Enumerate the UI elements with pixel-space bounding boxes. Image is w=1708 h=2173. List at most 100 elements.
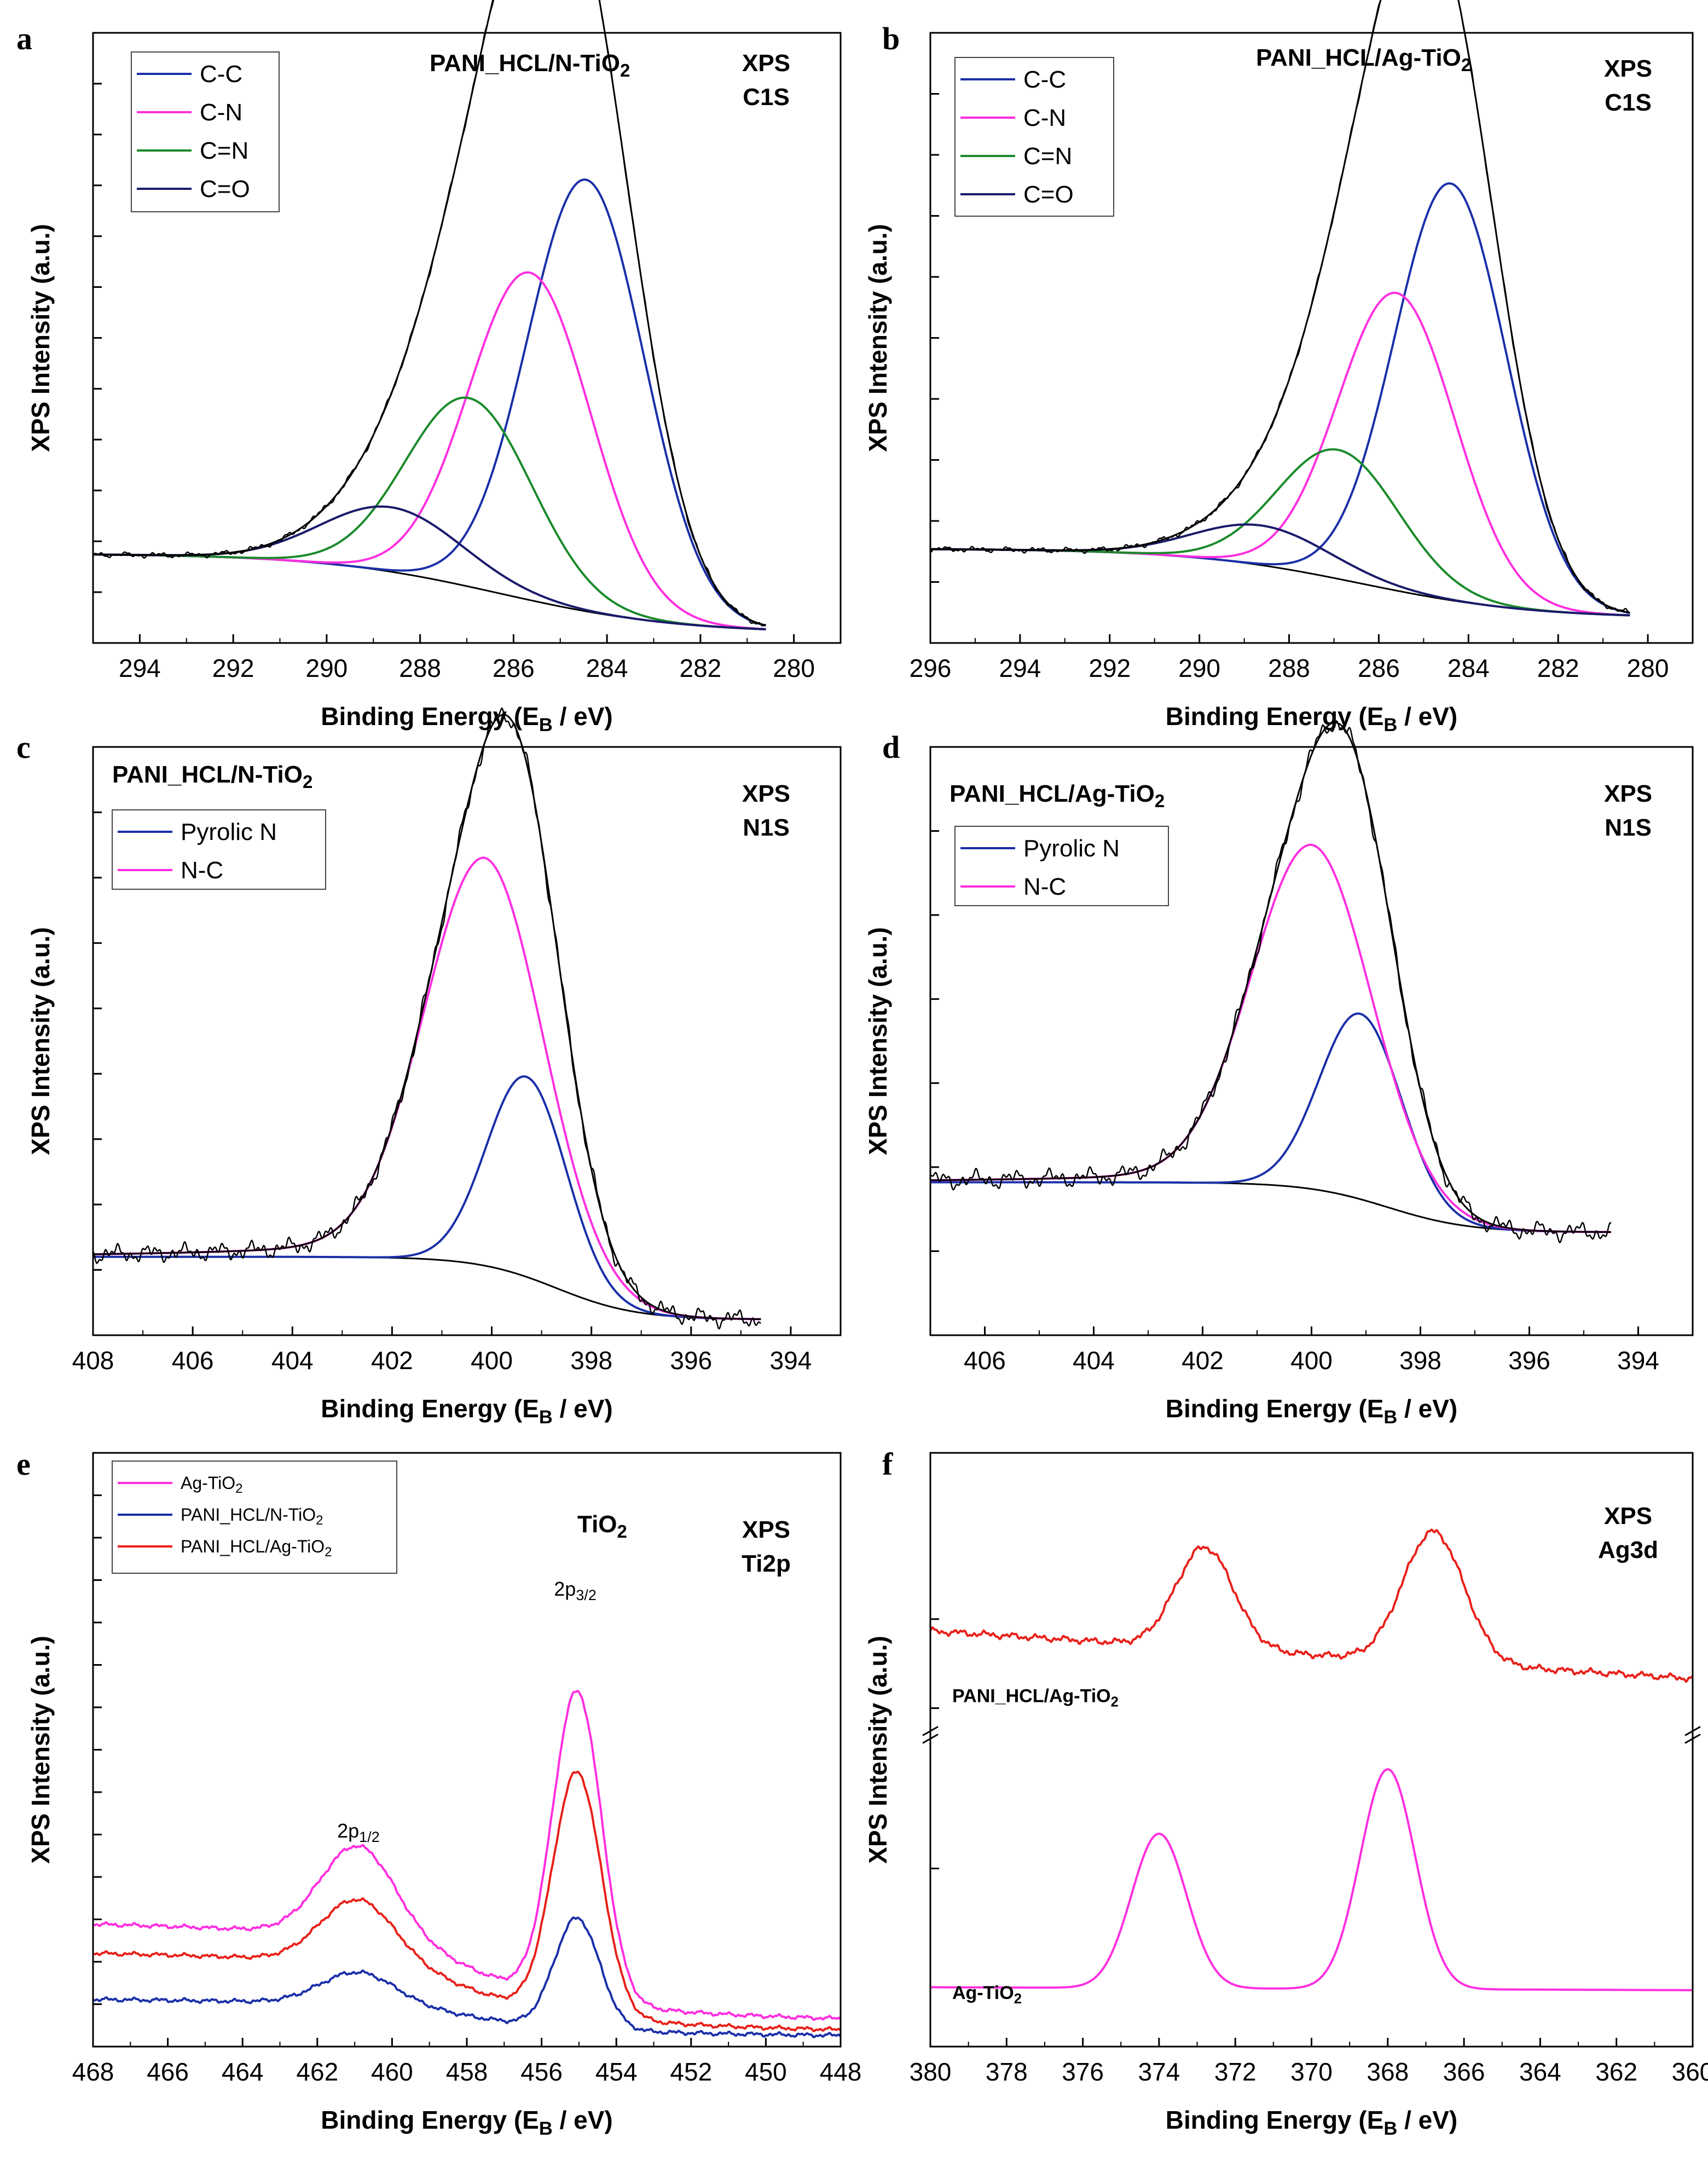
legend-label: Ag-TiO2 [181, 1473, 243, 1496]
series-group [930, 720, 1612, 1243]
y-axis-ticks [930, 1618, 939, 1869]
x-tick-label: 284 [1448, 654, 1490, 682]
x-axis-title: Binding Energy (EB / eV) [1166, 702, 1458, 735]
x-tick-label: 282 [680, 654, 722, 682]
legend-label: C-C [1023, 66, 1066, 93]
y-axis-title: XPS Intensity (a.u.) [864, 224, 892, 452]
series-group [929, 1528, 1694, 1991]
panel-c: 408 406 404 402 400 398 396 394 Binding Energy (… [16, 707, 842, 1428]
series-ag-tio2-line [92, 1690, 842, 2021]
x-tick-label: 394 [1617, 1346, 1659, 1375]
series-pani-hcl-n-tio2-line [92, 1916, 842, 2038]
component-pyrolic-n-line [930, 1012, 1611, 1233]
x-tick-label: 408 [72, 1346, 114, 1375]
y-axis-ticks [93, 811, 102, 1271]
axis-break [922, 1726, 1701, 1744]
x-tick-label: 370 [1290, 2058, 1333, 2086]
x-tick-label: 292 [1089, 654, 1131, 682]
peak-annotation: 2p3/2 [554, 1578, 597, 1603]
component-c-n-line [930, 448, 1630, 617]
y-axis-title: XPS Intensity (a.u.) [26, 224, 55, 452]
plot-frame [92, 746, 842, 1336]
y-axis-title: XPS Intensity (a.u.) [864, 927, 892, 1155]
legend-label: PANI_HCL/N-TiO2 [181, 1505, 323, 1528]
panel-d: 406 404 402 400 398 396 394 Binding Energy (EB … [864, 720, 1694, 1428]
component-c-c-line [93, 178, 766, 627]
x-tick-label: 366 [1443, 2058, 1485, 2086]
x-tick-label: 378 [986, 2058, 1028, 2086]
panel-a: 294 292 290 288 286 284 282 280 Binding Energy (… [16, 0, 842, 735]
legend-box [131, 51, 280, 212]
panel-b: 296 294 292 290 288 286 284 282 280 Binding Energ… [864, 0, 1694, 735]
technique-tag: XPS [1604, 780, 1652, 807]
x-tick-label: 456 [520, 2058, 563, 2086]
x-axis-title: Binding Energy (EB / eV) [321, 1394, 613, 1428]
technique-tag: XPS [742, 50, 790, 77]
x-tick-label: 404 [1073, 1346, 1115, 1375]
x-tick-label: 296 [910, 654, 952, 682]
x-axis-ticks: 294 292 290 288 286 284 282 280 [119, 634, 815, 682]
x-tick-label: 400 [1290, 1346, 1333, 1375]
x-tick-label: 396 [670, 1346, 712, 1375]
x-tick-label: 396 [1508, 1346, 1550, 1375]
y-axis-title: XPS Intensity (a.u.) [864, 1636, 892, 1864]
panel-letter: f [882, 1446, 893, 1482]
x-tick-label: 372 [1214, 2058, 1257, 2086]
series-group [92, 1690, 842, 2038]
panel-e: 2p1/2 2p3/2 468 466 464 462 460 458 456 454 452 450… [16, 1446, 861, 2139]
peak-annotation: 2p1/2 [337, 1819, 380, 1845]
x-tick-label: 460 [371, 2058, 413, 2086]
component-c-o-line [930, 523, 1630, 617]
x-axis-ticks: 296 294 292 290 288 286 284 282 280 [910, 634, 1669, 682]
legend-label: C-N [1023, 105, 1066, 131]
plot-title: PANI_HCL/Ag-TiO2 [1256, 44, 1471, 75]
x-tick-label: 288 [399, 654, 441, 682]
raw-data-line [930, 720, 1612, 1243]
x-tick-label: 468 [72, 2058, 114, 2086]
x-tick-label: 364 [1519, 2058, 1561, 2086]
x-tick-label: 398 [570, 1346, 612, 1375]
x-tick-label: 402 [1182, 1346, 1224, 1375]
component-c-n-line [930, 292, 1630, 617]
x-axis-title: Binding Energy (EB / eV) [321, 2106, 613, 2139]
x-tick-label: 450 [745, 2058, 787, 2086]
x-tick-label: 360 [1672, 2058, 1708, 2086]
legend-label: C=N [1023, 143, 1072, 170]
legend-label: N-C [181, 857, 223, 884]
plot-title: TiO2 [577, 1511, 627, 1542]
fit-envelope-line [93, 714, 761, 1320]
x-axis-ticks: 408 406 404 402 400 398 396 394 [72, 1326, 812, 1375]
y-axis-title: XPS Intensity (a.u.) [26, 927, 55, 1155]
y-axis-ticks [930, 830, 939, 1252]
x-axis-title: Binding Energy (EB / eV) [1166, 2106, 1458, 2139]
x-tick-label: 400 [471, 1346, 513, 1375]
x-tick-label: 280 [1627, 654, 1669, 682]
component-c-o-line [93, 505, 766, 630]
y-axis-title: XPS Intensity (a.u.) [26, 1636, 55, 1864]
legend-label: N-C [1023, 873, 1066, 900]
y-axis-ticks [93, 83, 102, 593]
x-tick-label: 376 [1062, 2058, 1104, 2086]
y-axis-ticks [930, 93, 939, 583]
plot-title: PANI_HCL/Ag-TiO2 [949, 780, 1165, 811]
legend-label: Pyrolic N [181, 819, 277, 845]
x-tick-label: 402 [371, 1346, 413, 1375]
x-tick-label: 290 [306, 654, 348, 682]
x-tick-label: 448 [820, 2058, 862, 2086]
panel-letter: b [882, 21, 900, 56]
region-tag: C1S [743, 84, 790, 111]
plot-frame [929, 1452, 1694, 2048]
x-tick-label: 286 [1358, 654, 1400, 682]
series-group [92, 0, 766, 630]
x-tick-label: 284 [586, 654, 628, 682]
component-c-c-line [930, 182, 1630, 614]
region-tag: N1S [743, 814, 790, 841]
series-group [92, 707, 761, 1330]
panel-letter: e [16, 1446, 31, 1482]
region-tag: C1S [1605, 89, 1652, 116]
legend-label: PANI_HCL/Ag-TiO2 [181, 1537, 332, 1560]
x-axis-title: Binding Energy (EB / eV) [321, 702, 613, 735]
x-axis-ticks: 406 404 402 400 398 396 394 [964, 1326, 1659, 1375]
technique-tag: XPS [742, 1516, 790, 1543]
